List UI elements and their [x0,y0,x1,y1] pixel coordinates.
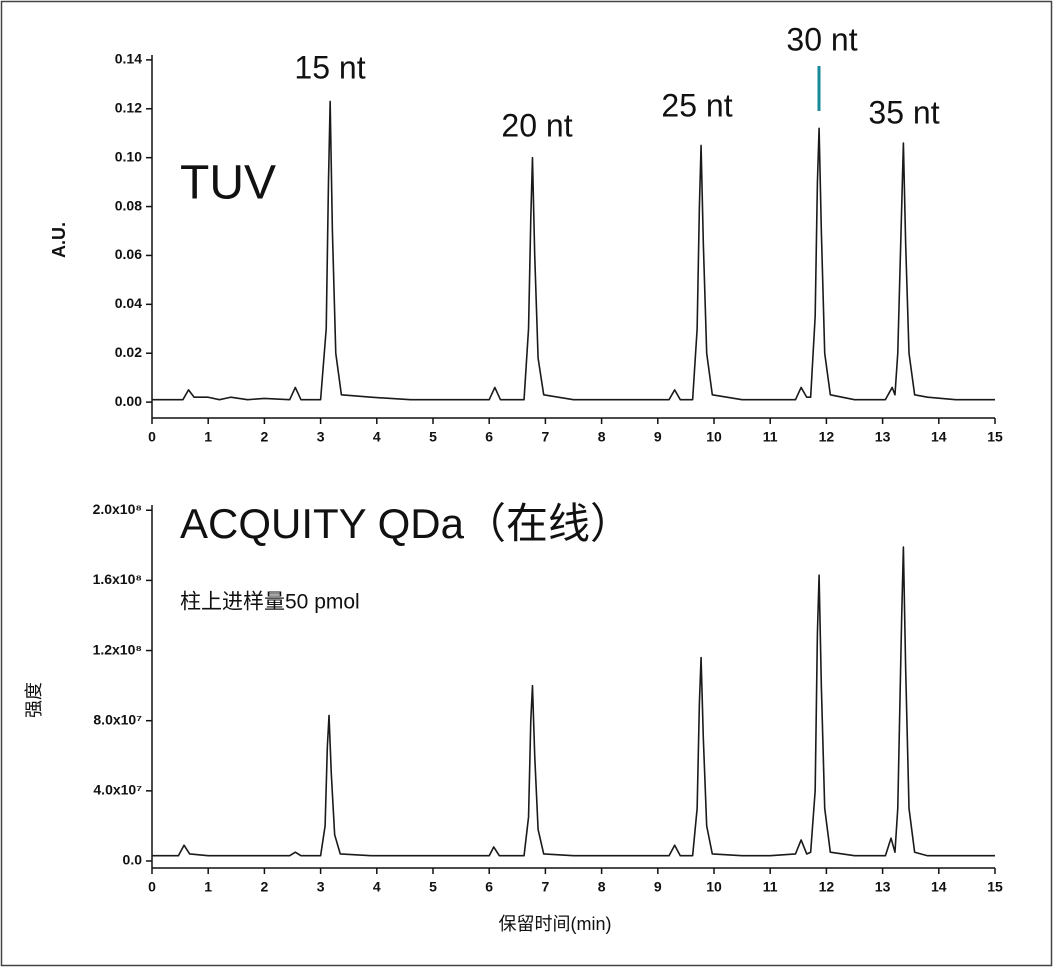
x-tick-label: 5 [429,879,437,895]
x-tick-label: 15 [987,429,1003,445]
annotation: 柱上进样量50 pmol [180,591,360,614]
y-tick-label: 2.0x10⁸ [93,501,142,517]
trace [152,100,995,401]
y-axis-label: 强度 [24,682,44,718]
x-tick-label: 6 [485,429,493,445]
y-tick-label: 0.06 [115,246,142,262]
x-tick-label: 14 [931,879,947,895]
y-tick-label: 1.2x10⁸ [93,641,142,657]
y-tick-label: 0.10 [115,148,142,164]
annotation: 35 nt [868,94,939,130]
x-tick-label: 13 [875,429,891,445]
x-tick-label: 1 [204,429,212,445]
x-tick-label: 8 [598,879,606,895]
x-tick-label: 11 [763,429,778,445]
x-tick-label: 5 [429,429,437,445]
x-tick-label: 14 [931,429,947,445]
x-axis-label: 保留时间(min) [499,914,612,934]
y-tick-label: 0.12 [115,99,142,115]
annotation: 20 nt [501,107,572,143]
x-tick-label: 13 [875,879,891,895]
annotation: 25 nt [661,87,732,123]
x-tick-label: 8 [598,429,606,445]
x-tick-label: 4 [373,429,381,445]
y-tick-label: 0.04 [115,295,142,311]
y-tick-label: 0.00 [115,393,142,409]
x-tick-label: 9 [654,879,662,895]
x-tick-label: 10 [706,879,722,895]
x-tick-label: 2 [261,429,269,445]
x-tick-label: 3 [317,429,325,445]
x-tick-label: 0 [148,429,156,445]
y-axis-label: A.U. [49,222,69,258]
x-tick-label: 12 [819,879,835,895]
y-tick-label: 1.6x10⁸ [93,571,142,587]
annotation: TUV [180,157,276,210]
x-tick-label: 7 [542,879,550,895]
y-tick-label: 4.0x10⁷ [93,782,142,798]
y-tick-label: 0.02 [115,344,142,360]
x-tick-label: 12 [819,429,835,445]
trace [152,546,995,857]
x-tick-label: 4 [373,879,381,895]
x-tick-label: 2 [261,879,269,895]
y-tick-label: 0.14 [115,51,142,67]
x-tick-label: 7 [542,429,550,445]
x-tick-label: 0 [148,879,156,895]
x-tick-label: 3 [317,879,325,895]
y-tick-label: 0.0 [123,852,143,868]
y-tick-label: 0.08 [115,197,142,213]
x-tick-label: 10 [706,429,722,445]
x-tick-label: 9 [654,429,662,445]
x-tick-label: 1 [204,879,212,895]
annotation: ACQUITY QDa（在线） [180,500,632,547]
x-tick-label: 6 [485,879,493,895]
annotation: 15 nt [294,49,365,85]
x-tick-label: 15 [987,879,1003,895]
annotation: 30 nt [786,21,857,57]
y-tick-label: 8.0x10⁷ [93,711,142,727]
x-tick-label: 11 [763,879,778,895]
